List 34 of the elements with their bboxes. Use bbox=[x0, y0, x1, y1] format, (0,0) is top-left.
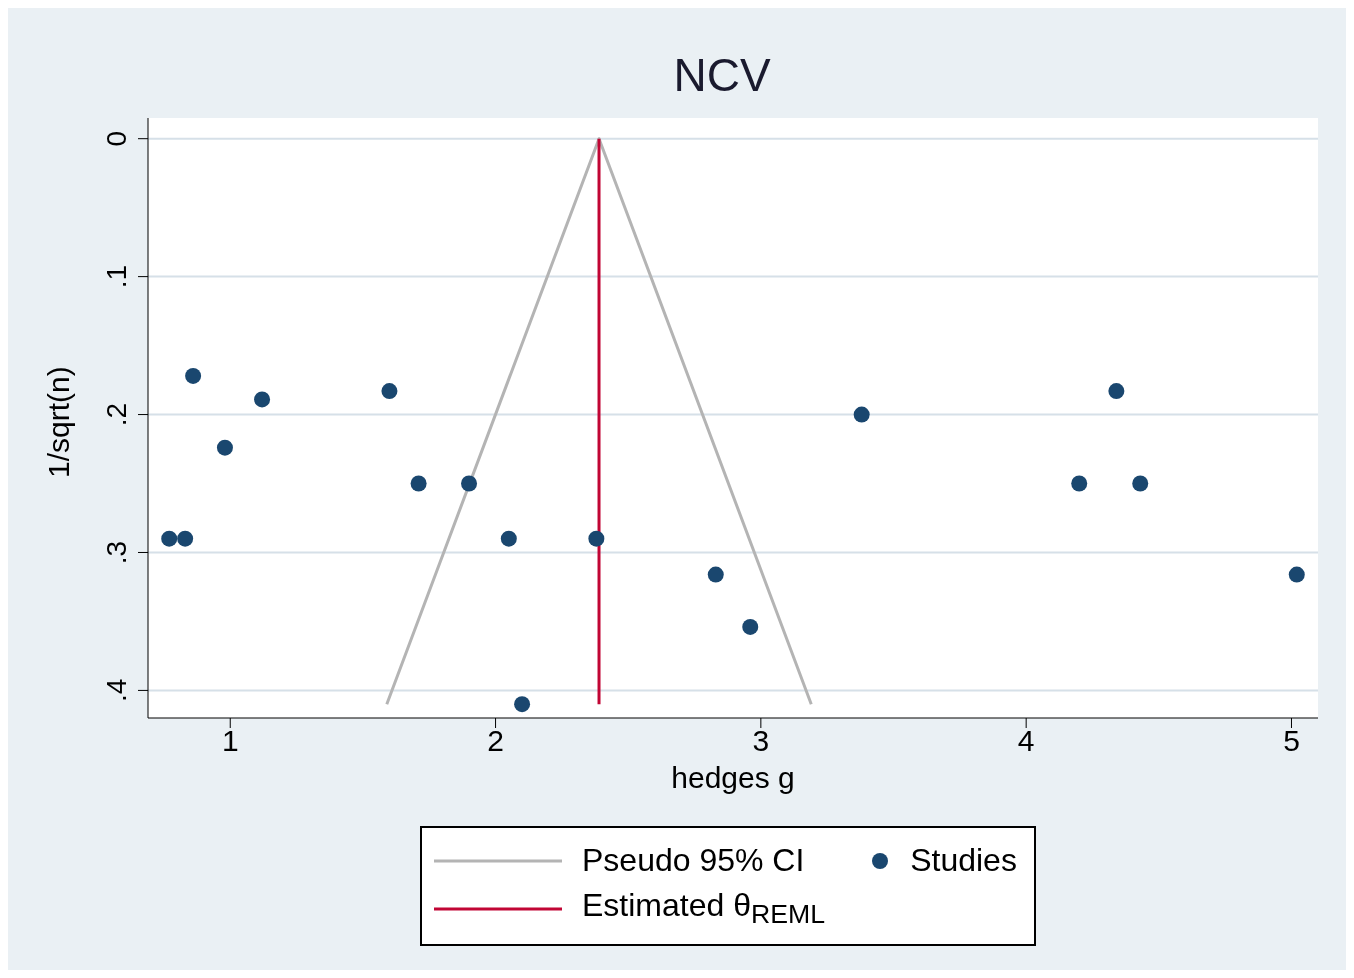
point bbox=[1108, 383, 1125, 400]
y-tick-label: 0 bbox=[101, 130, 132, 147]
x-tick-label: 3 bbox=[752, 724, 770, 758]
legend-label: Estimated θ$_{REML}$ bbox=[582, 887, 826, 931]
point bbox=[514, 696, 531, 713]
point bbox=[161, 530, 178, 547]
y-tick-label: .1 bbox=[101, 264, 132, 289]
chart-title: NCV bbox=[672, 48, 772, 103]
point bbox=[588, 530, 605, 547]
legend-label: Studies bbox=[910, 842, 1017, 879]
point bbox=[1132, 475, 1149, 492]
y-tick-label: .4 bbox=[101, 678, 132, 703]
x-tick-label: 4 bbox=[1017, 724, 1035, 758]
point bbox=[853, 406, 870, 423]
x-axis-title: hedges g bbox=[671, 761, 795, 794]
point bbox=[1071, 475, 1088, 492]
point bbox=[707, 566, 724, 583]
x-tick-label: 5 bbox=[1283, 724, 1300, 758]
point bbox=[185, 367, 202, 384]
point bbox=[461, 475, 478, 492]
point bbox=[381, 383, 398, 400]
legend-label: Pseudo 95% CI bbox=[582, 842, 805, 879]
point bbox=[410, 475, 427, 492]
point bbox=[742, 618, 759, 635]
point bbox=[216, 439, 233, 456]
y-tick-label: .2 bbox=[101, 402, 132, 427]
y-tick-label: .3 bbox=[101, 540, 132, 565]
point bbox=[1288, 566, 1305, 583]
point bbox=[177, 530, 194, 547]
point bbox=[500, 530, 517, 547]
x-tick-label: 1 bbox=[221, 724, 239, 758]
point bbox=[254, 391, 271, 408]
x-tick-label: 2 bbox=[487, 724, 504, 758]
y-axis-title: 1/sqrt(n) bbox=[41, 366, 75, 478]
